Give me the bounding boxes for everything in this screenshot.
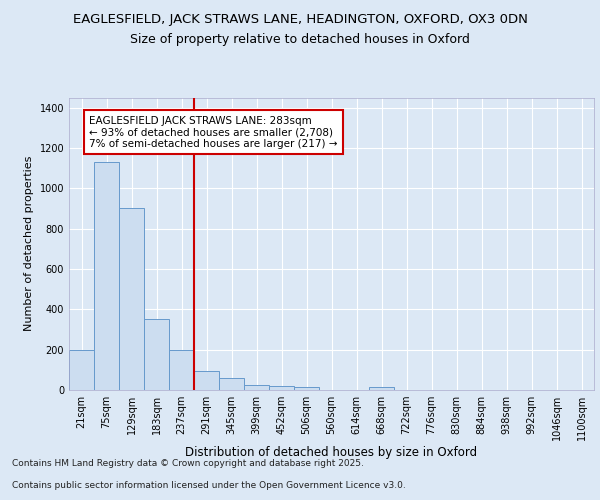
- Bar: [194, 371, 219, 390]
- Text: Contains HM Land Registry data © Crown copyright and database right 2025.: Contains HM Land Registry data © Crown c…: [12, 458, 364, 468]
- Text: Size of property relative to detached houses in Oxford: Size of property relative to detached ho…: [130, 32, 470, 46]
- Bar: [94, 162, 119, 390]
- Bar: [294, 387, 319, 390]
- Text: EAGLESFIELD, JACK STRAWS LANE, HEADINGTON, OXFORD, OX3 0DN: EAGLESFIELD, JACK STRAWS LANE, HEADINGTO…: [73, 12, 527, 26]
- Y-axis label: Number of detached properties: Number of detached properties: [24, 156, 34, 332]
- Bar: [119, 208, 144, 390]
- Bar: [144, 320, 169, 390]
- Text: Contains public sector information licensed under the Open Government Licence v3: Contains public sector information licen…: [12, 481, 406, 490]
- Bar: [244, 385, 269, 390]
- Bar: [169, 350, 194, 390]
- Bar: [219, 378, 244, 390]
- Bar: [269, 386, 294, 390]
- X-axis label: Distribution of detached houses by size in Oxford: Distribution of detached houses by size …: [185, 446, 478, 458]
- Bar: [369, 387, 394, 390]
- Text: EAGLESFIELD JACK STRAWS LANE: 283sqm
← 93% of detached houses are smaller (2,708: EAGLESFIELD JACK STRAWS LANE: 283sqm ← 9…: [89, 116, 337, 149]
- Bar: [69, 350, 94, 390]
